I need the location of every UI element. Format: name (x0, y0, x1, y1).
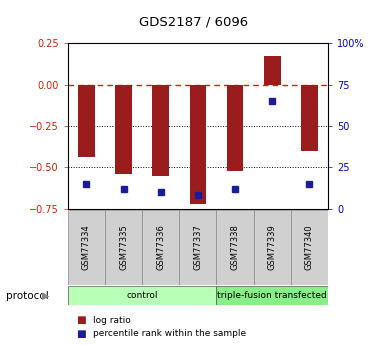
Bar (227, 85, 243, 171)
Text: GDS2187 / 6096: GDS2187 / 6096 (139, 16, 249, 29)
Text: GSM77335: GSM77335 (119, 225, 128, 270)
Bar (68, 210, 105, 285)
Bar (264, 56, 281, 85)
Text: GSM77337: GSM77337 (193, 225, 203, 270)
Text: log ratio: log ratio (93, 316, 131, 325)
Bar (254, 210, 291, 285)
Text: ■: ■ (76, 315, 85, 325)
Text: ▶: ▶ (42, 291, 49, 301)
Bar (301, 85, 318, 151)
Text: GSM77334: GSM77334 (82, 225, 91, 270)
Bar (217, 210, 254, 285)
Bar (291, 210, 328, 285)
Bar (78, 85, 95, 157)
Text: GSM77336: GSM77336 (156, 225, 165, 270)
Text: ■: ■ (76, 329, 85, 339)
Bar (179, 210, 217, 285)
Text: GSM77339: GSM77339 (268, 225, 277, 270)
Bar (217, 286, 328, 305)
Bar (189, 85, 206, 204)
Bar (152, 85, 169, 176)
Text: percentile rank within the sample: percentile rank within the sample (93, 329, 246, 338)
Text: control: control (126, 291, 158, 300)
Bar (105, 210, 142, 285)
Text: GSM77340: GSM77340 (305, 225, 314, 270)
Text: GSM77338: GSM77338 (230, 225, 239, 270)
Bar (115, 85, 132, 174)
Bar (68, 286, 217, 305)
Bar (142, 210, 179, 285)
Text: triple-fusion transfected: triple-fusion transfected (217, 291, 327, 300)
Text: protocol: protocol (6, 291, 48, 301)
